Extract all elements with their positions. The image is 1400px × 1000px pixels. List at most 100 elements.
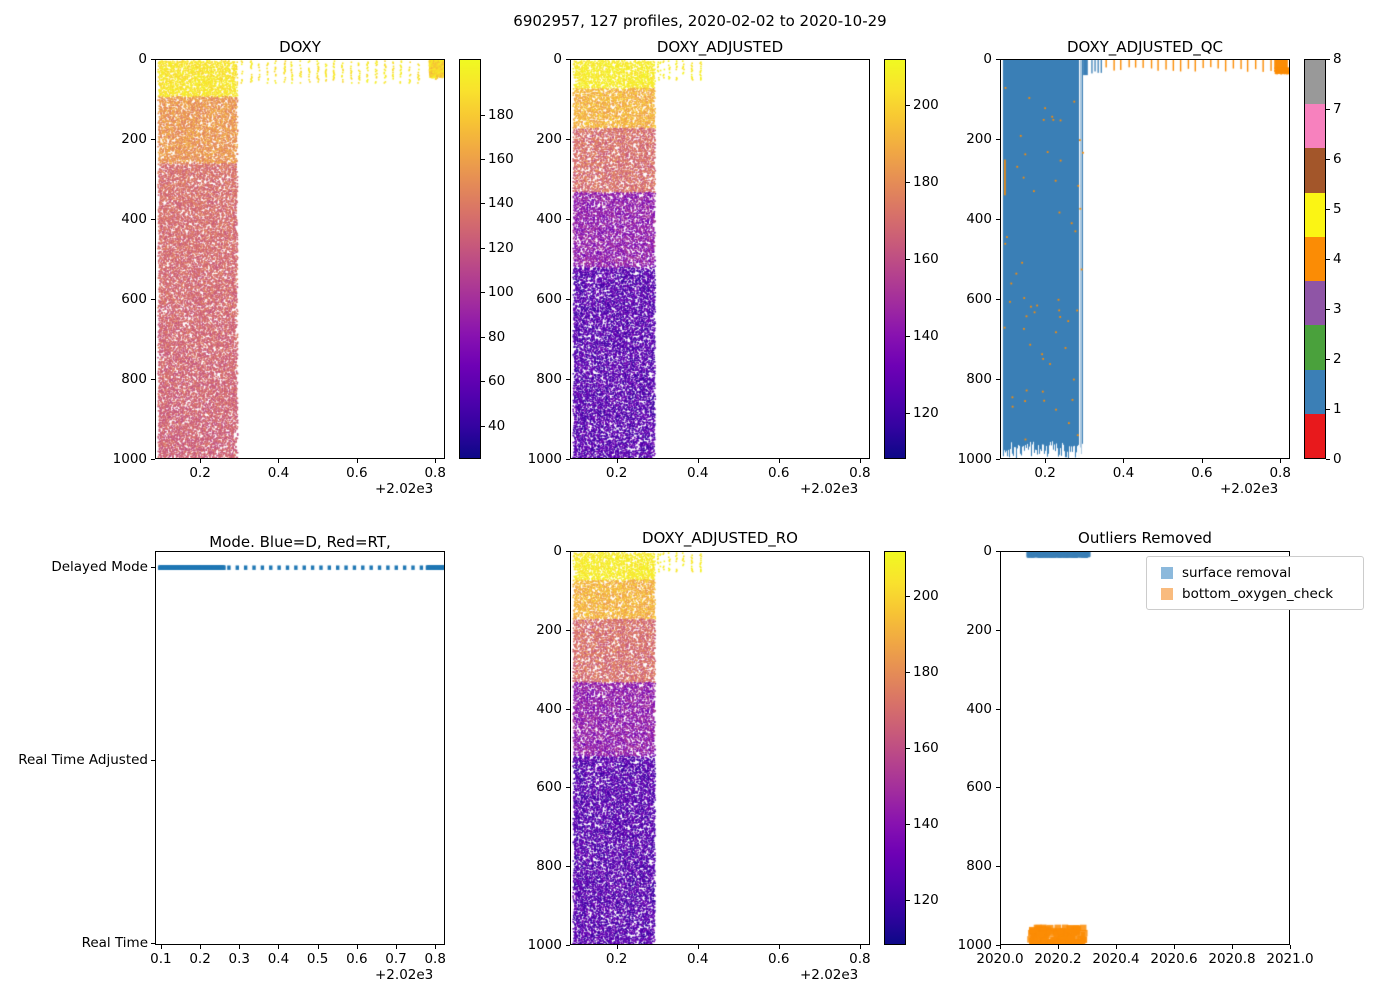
- mode-y-tick-label: Real Time: [81, 935, 148, 952]
- figure-suptitle: 6902957, 127 profiles, 2020-02-02 to 202…: [513, 12, 887, 30]
- panel-doxy-adjusted-qc-title: DOXY_ADJUSTED_QC: [1066, 38, 1224, 56]
- x-tick-mark: [1000, 945, 1001, 949]
- colorbar-tick-label: 8: [1333, 51, 1342, 67]
- x-tick-label: 0.2: [605, 465, 628, 481]
- panel-doxy-adjusted-ro-axes: [570, 551, 870, 945]
- x-tick-mark: [1232, 945, 1233, 949]
- y-tick-mark: [151, 219, 155, 220]
- x-tick-mark: [1201, 459, 1203, 463]
- y-tick-label: 600: [121, 291, 147, 307]
- y-tick-label: 400: [536, 211, 562, 227]
- colorbar-tick-mark: [1326, 109, 1330, 110]
- colorbar-tick-mark: [906, 335, 910, 337]
- x-tick-mark: [1045, 459, 1047, 463]
- x-tick-mark: [356, 459, 358, 463]
- x-tick-mark: [697, 459, 699, 463]
- colorbar-tick-label: 180: [913, 174, 939, 191]
- y-tick-mark: [996, 787, 1000, 789]
- y-tick-mark: [996, 629, 1000, 631]
- y-tick-label: 400: [536, 700, 562, 717]
- colorbar-tick-label: 60: [488, 373, 506, 390]
- x-tick-mark: [859, 945, 861, 949]
- panel-doxy-axes: [155, 59, 445, 459]
- panel-doxy-adjusted-qc-x-offset: +2.02e3: [1220, 481, 1279, 497]
- colorbar-tick-mark: [906, 672, 910, 674]
- panel-doxy-adjusted-ro-colorbar: [884, 551, 906, 945]
- colorbar-tick-label: 200: [913, 97, 939, 114]
- qc-colorbar-segment-5: [1305, 192, 1325, 237]
- y-tick-label: 400: [121, 211, 147, 227]
- x-tick-mark: [239, 945, 241, 949]
- colorbar-tick-mark: [906, 182, 910, 184]
- y-tick-label: 800: [966, 858, 992, 875]
- y-tick-label: 0: [553, 543, 562, 559]
- x-tick-mark: [278, 945, 280, 949]
- y-tick-label: 200: [121, 131, 147, 147]
- colorbar-tick-mark: [1326, 59, 1330, 60]
- x-tick-mark: [778, 945, 780, 949]
- colorbar-tick-mark: [1326, 259, 1330, 260]
- colorbar-tick-label: 140: [488, 195, 514, 212]
- y-tick-mark: [151, 139, 155, 140]
- colorbar-tick-mark: [481, 336, 485, 338]
- y-tick-label: 0: [553, 51, 562, 67]
- x-tick-label: 0.8: [1269, 465, 1291, 481]
- y-tick-mark: [151, 59, 155, 60]
- x-tick-mark: [435, 945, 437, 949]
- colorbar-tick-mark: [906, 748, 910, 749]
- legend-swatch-surface-removal: [1161, 566, 1173, 579]
- x-tick-label: 0.8: [849, 465, 871, 481]
- panel-mode-plot-area: [156, 552, 444, 944]
- y-tick-label: 1000: [957, 451, 992, 467]
- x-tick-mark: [200, 945, 202, 949]
- y-tick-label: 800: [536, 858, 562, 875]
- colorbar-tick-label: 3: [1333, 301, 1342, 317]
- x-tick-mark: [697, 945, 699, 949]
- y-tick-mark: [151, 299, 155, 300]
- panel-outliers-removed-axes: [1000, 551, 1290, 945]
- y-tick-label: 1000: [112, 451, 147, 467]
- x-tick-mark: [778, 459, 780, 463]
- colorbar-tick-label: 80: [488, 328, 506, 345]
- colorbar-tick-label: 140: [913, 815, 939, 832]
- x-tick-mark: [435, 459, 437, 463]
- colorbar-tick-mark: [1326, 459, 1330, 460]
- colorbar-tick-mark: [1326, 209, 1330, 210]
- y-tick-mark: [566, 866, 570, 868]
- colorbar-tick-mark: [906, 899, 910, 901]
- y-tick-label: 200: [536, 131, 562, 147]
- y-tick-mark: [566, 708, 570, 710]
- colorbar-tick-label: 1: [1333, 401, 1342, 417]
- colorbar-tick-mark: [906, 105, 910, 107]
- x-tick-label: 0.4: [1112, 465, 1135, 481]
- x-tick-label: 0.8: [424, 951, 446, 967]
- colorbar-tick-label: 180: [488, 106, 514, 123]
- x-tick-label: 0.4: [686, 465, 709, 481]
- x-tick-label: 0.6: [1191, 465, 1213, 481]
- y-tick-label: 600: [536, 779, 562, 796]
- legend-item-surface-removal[interactable]: surface removal: [1153, 562, 1355, 583]
- y-tick-mark: [151, 459, 155, 460]
- qc-colorbar-segment-4: [1305, 236, 1325, 282]
- panel-doxy-adjusted-ro-plot-area: [571, 552, 869, 944]
- colorbar-tick-label: 140: [913, 327, 939, 344]
- x-tick-label: 0.2: [189, 465, 211, 481]
- y-tick-label: 0: [983, 543, 992, 559]
- panel-doxy-title: DOXY: [279, 38, 321, 56]
- panel-doxy-adjusted-qc-plot-area: [1001, 60, 1289, 458]
- colorbar-tick-mark: [906, 412, 910, 414]
- qc-colorbar-segment-3: [1305, 281, 1325, 326]
- x-tick-label: 0.8: [424, 465, 446, 481]
- mode-y-tick-mark: [151, 759, 155, 761]
- y-tick-label: 400: [966, 211, 992, 227]
- x-tick-label: 0.3: [228, 951, 250, 967]
- legend-item-bottom-oxygen-check[interactable]: bottom_oxygen_check: [1153, 583, 1355, 604]
- x-tick-mark: [616, 459, 618, 463]
- panel-doxy-adjusted-qc-axes: [1000, 59, 1290, 459]
- y-tick-mark: [996, 219, 1000, 220]
- mode-y-tick-label: Real Time Adjusted: [18, 751, 148, 768]
- y-tick-label: 1000: [527, 451, 562, 467]
- x-tick-label: 2020.8: [1208, 951, 1256, 967]
- y-tick-mark: [996, 866, 1000, 868]
- qc-colorbar-segment-7: [1305, 104, 1325, 149]
